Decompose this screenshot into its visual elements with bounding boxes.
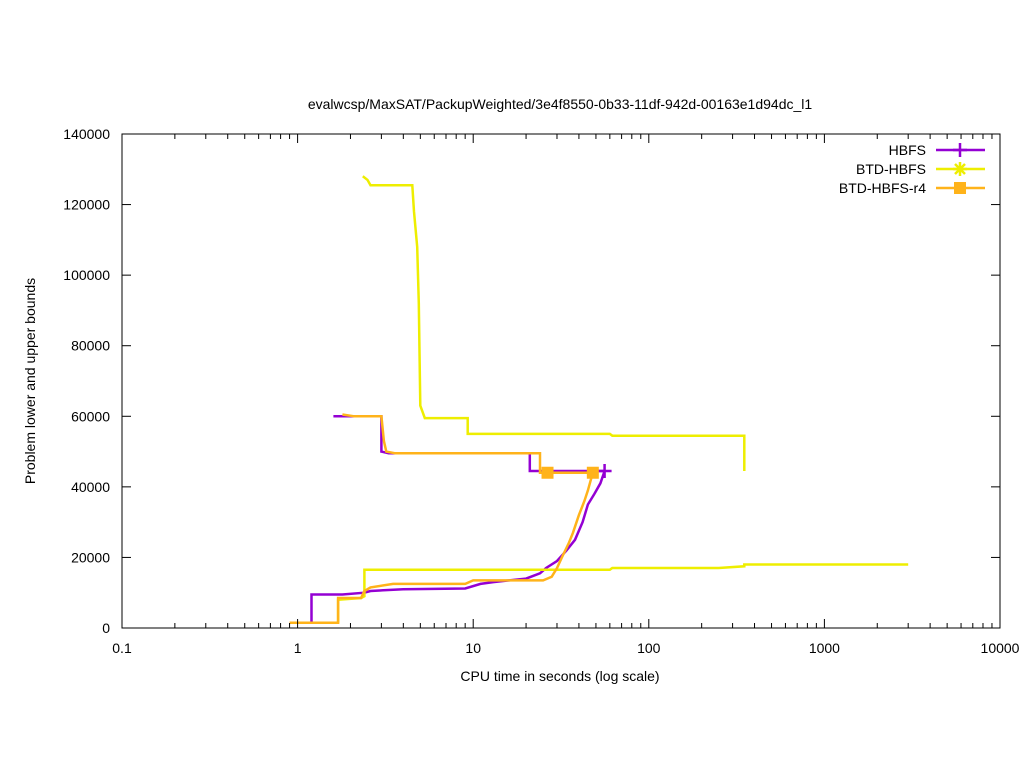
marker-square [586, 466, 599, 479]
x-tick-label: 0.1 [112, 640, 132, 656]
plot-frame [121, 133, 1001, 629]
y-tick-label: 0 [102, 620, 110, 636]
y-tick-label: 20000 [71, 549, 110, 565]
y-tick-label: 40000 [71, 479, 110, 495]
chart-title: evalwcsp/MaxSAT/PackupWeighted/3e4f8550-… [308, 96, 813, 112]
marker-star [953, 162, 967, 176]
legend: HBFS BTD-HBFS BTD-HBFS-r4 [839, 142, 985, 196]
x-tick-label: 10 [465, 640, 481, 656]
y-tick-label: 120000 [63, 197, 110, 213]
series-line-hbfs-upper [333, 415, 605, 473]
y-tick-label: 100000 [63, 267, 110, 283]
plot-area [289, 175, 909, 624]
y-axis-label: Problem lower and upper bounds [22, 278, 38, 484]
series-line-btd-hbfs-upper [362, 175, 746, 471]
axis-ticks: 0.1 1 10 100 1000 100000200004000060000800001… [63, 126, 1019, 656]
legend-label: BTD-HBFS-r4 [839, 180, 926, 196]
marker-square [541, 466, 554, 479]
legend-label: HBFS [889, 142, 926, 158]
x-tick-label: 1 [294, 640, 302, 656]
y-tick-label: 140000 [63, 126, 110, 142]
y-tick-label: 80000 [71, 338, 110, 354]
x-tick-label: 100 [637, 640, 661, 656]
x-axis-label: CPU time in seconds (log scale) [460, 668, 659, 684]
marker-square [954, 182, 966, 194]
legend-label: BTD-HBFS [856, 161, 926, 177]
marker-plus [953, 143, 967, 157]
x-tick-label: 10000 [981, 640, 1020, 656]
series-line-btd-hbfs-r4-upper [342, 413, 593, 474]
series-line-hbfs-lower [297, 470, 606, 624]
marker-plus [597, 463, 612, 478]
y-tick-label: 60000 [71, 408, 110, 424]
x-tick-label: 1000 [809, 640, 840, 656]
series-line-btd-hbfs-lower [336, 563, 909, 623]
series-line-btd-hbfs-r4-lower [289, 472, 595, 624]
